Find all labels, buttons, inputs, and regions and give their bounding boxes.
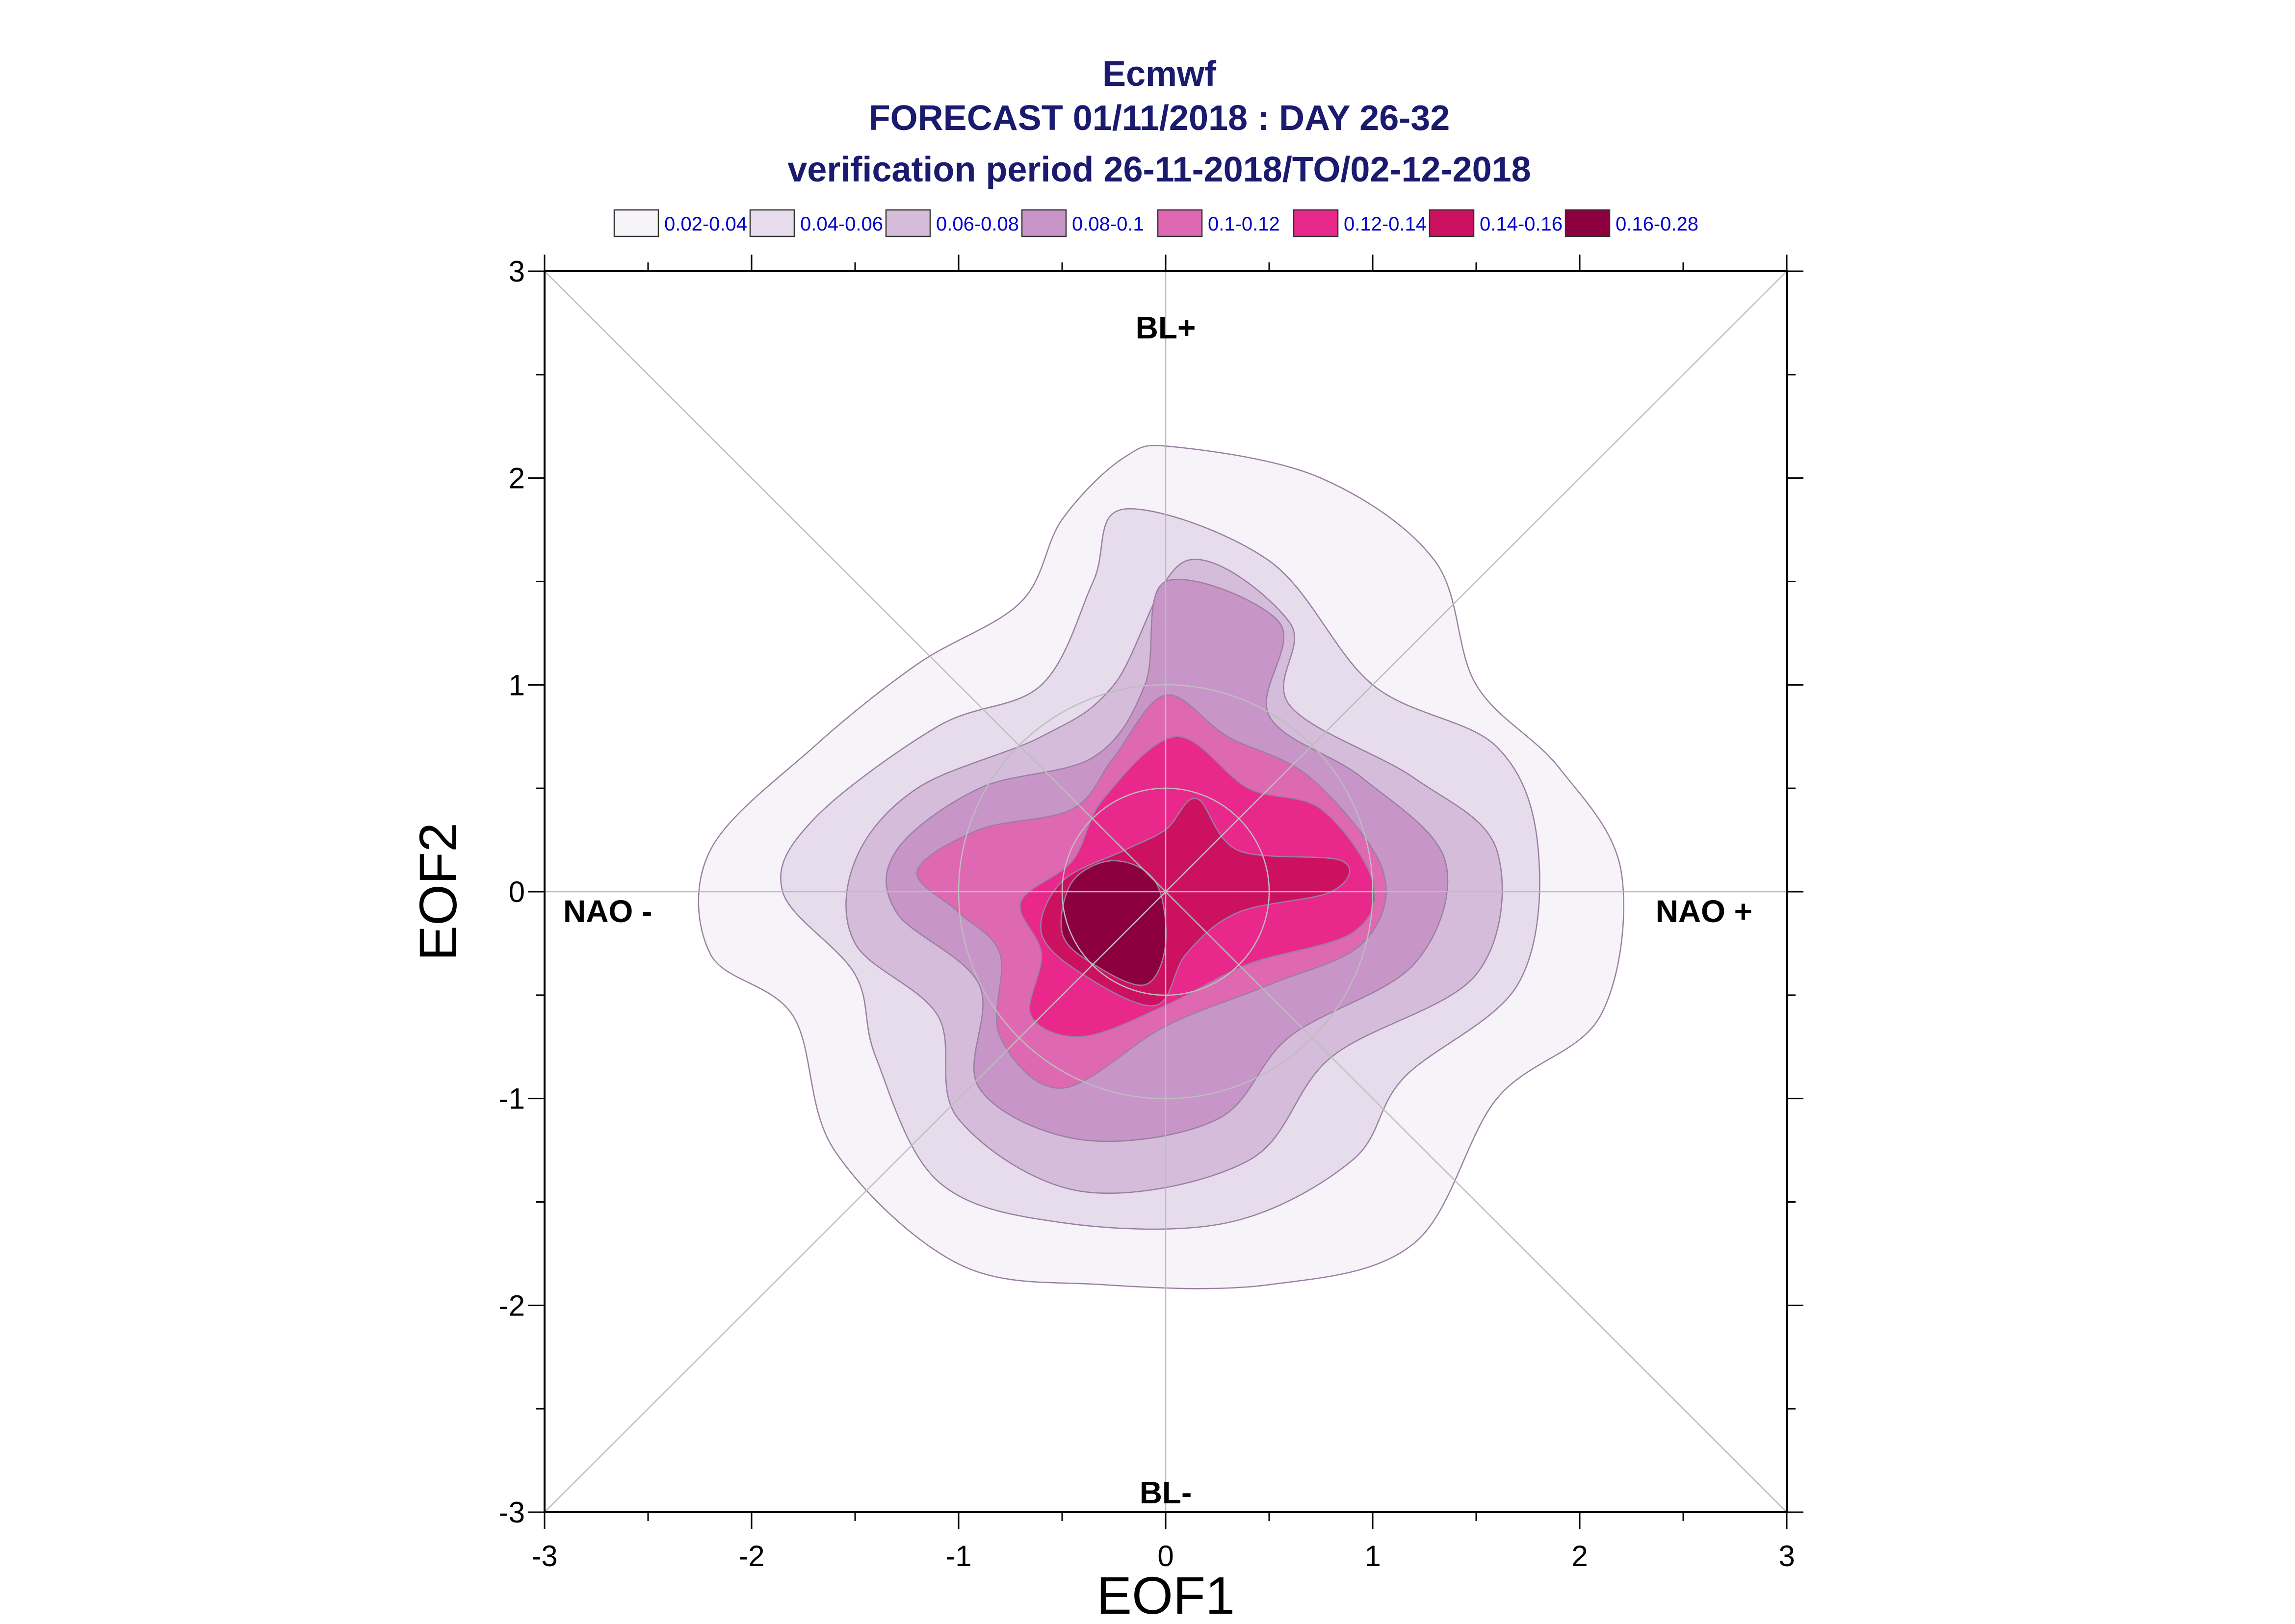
legend: 0.02-0.04 0.04-0.06 0.06-0.08 0.08-0.1 0.1-0…	[613, 209, 1698, 237]
legend-label: 0.14-0.16	[1480, 213, 1563, 235]
y-tick-label: -1	[499, 1083, 525, 1115]
x-tick-label: -2	[738, 1540, 764, 1572]
legend-label: 0.1-0.12	[1208, 213, 1280, 235]
x-tick-label: 0	[1157, 1540, 1174, 1572]
regime-label-top: BL+	[1136, 310, 1196, 345]
legend-label: 0.06-0.08	[936, 213, 1019, 235]
legend-swatch	[613, 209, 659, 237]
x-tick-label: 3	[1778, 1540, 1795, 1572]
y-tick-label: 3	[509, 255, 525, 288]
y-tick-label: -2	[499, 1289, 525, 1322]
x-tick-label: -1	[945, 1540, 971, 1572]
legend-swatch	[1293, 209, 1339, 237]
title-block: Ecmwf FORECAST 01/11/2018 : DAY 26-32 ve…	[787, 54, 1531, 189]
legend-label: 0.12-0.14	[1344, 213, 1427, 235]
regime-label-right: NAO +	[1656, 894, 1752, 929]
legend-swatch	[1565, 209, 1611, 237]
y-tick-label: 0	[509, 876, 525, 908]
reference-circle-1	[1061, 787, 1270, 996]
y-axis-title: EOF2	[408, 823, 468, 961]
legend-label: 0.16-0.28	[1616, 213, 1698, 235]
legend-label: 0.04-0.06	[800, 213, 883, 235]
chart-subtitle-line-1: FORECAST 01/11/2018 : DAY 26-32	[869, 99, 1450, 138]
y-tick-label: 2	[509, 462, 525, 495]
chart-subtitle-line-2: verification period 26-11-2018/TO/02-12-…	[787, 150, 1531, 189]
reference-circle-2	[958, 684, 1374, 1100]
axis-ticks: -3 -2 -1 0 1 2 3 -3 -2 -1 0 1 2 3	[499, 255, 1803, 1572]
regime-label-bottom: BL-	[1140, 1475, 1192, 1510]
x-tick-label: -3	[531, 1540, 557, 1572]
guide-lines	[544, 271, 1787, 1513]
y-tick-label: -3	[499, 1496, 525, 1529]
y-tick-label: 1	[509, 669, 525, 701]
plot-area: -3 -2 -1 0 1 2 3 -3 -2 -1 0 1 2 3 BL+ BL- NAO - NAO +	[499, 255, 1803, 1572]
chart-title: Ecmwf	[1102, 54, 1217, 94]
x-tick-label: 1	[1364, 1540, 1381, 1572]
legend-swatch	[1429, 209, 1475, 237]
legend-label: 0.08-0.1	[1072, 213, 1144, 235]
legend-swatch	[885, 209, 931, 237]
regime-label-left: NAO -	[563, 894, 652, 929]
legend-swatch	[1021, 209, 1067, 237]
legend-swatch	[1157, 209, 1203, 237]
legend-label: 0.02-0.04	[664, 213, 747, 235]
x-tick-label: 2	[1571, 1540, 1588, 1572]
guide-diagonal-2	[544, 271, 1787, 1513]
legend-swatch	[749, 209, 795, 237]
x-axis-title: EOF1	[1096, 1566, 1235, 1624]
